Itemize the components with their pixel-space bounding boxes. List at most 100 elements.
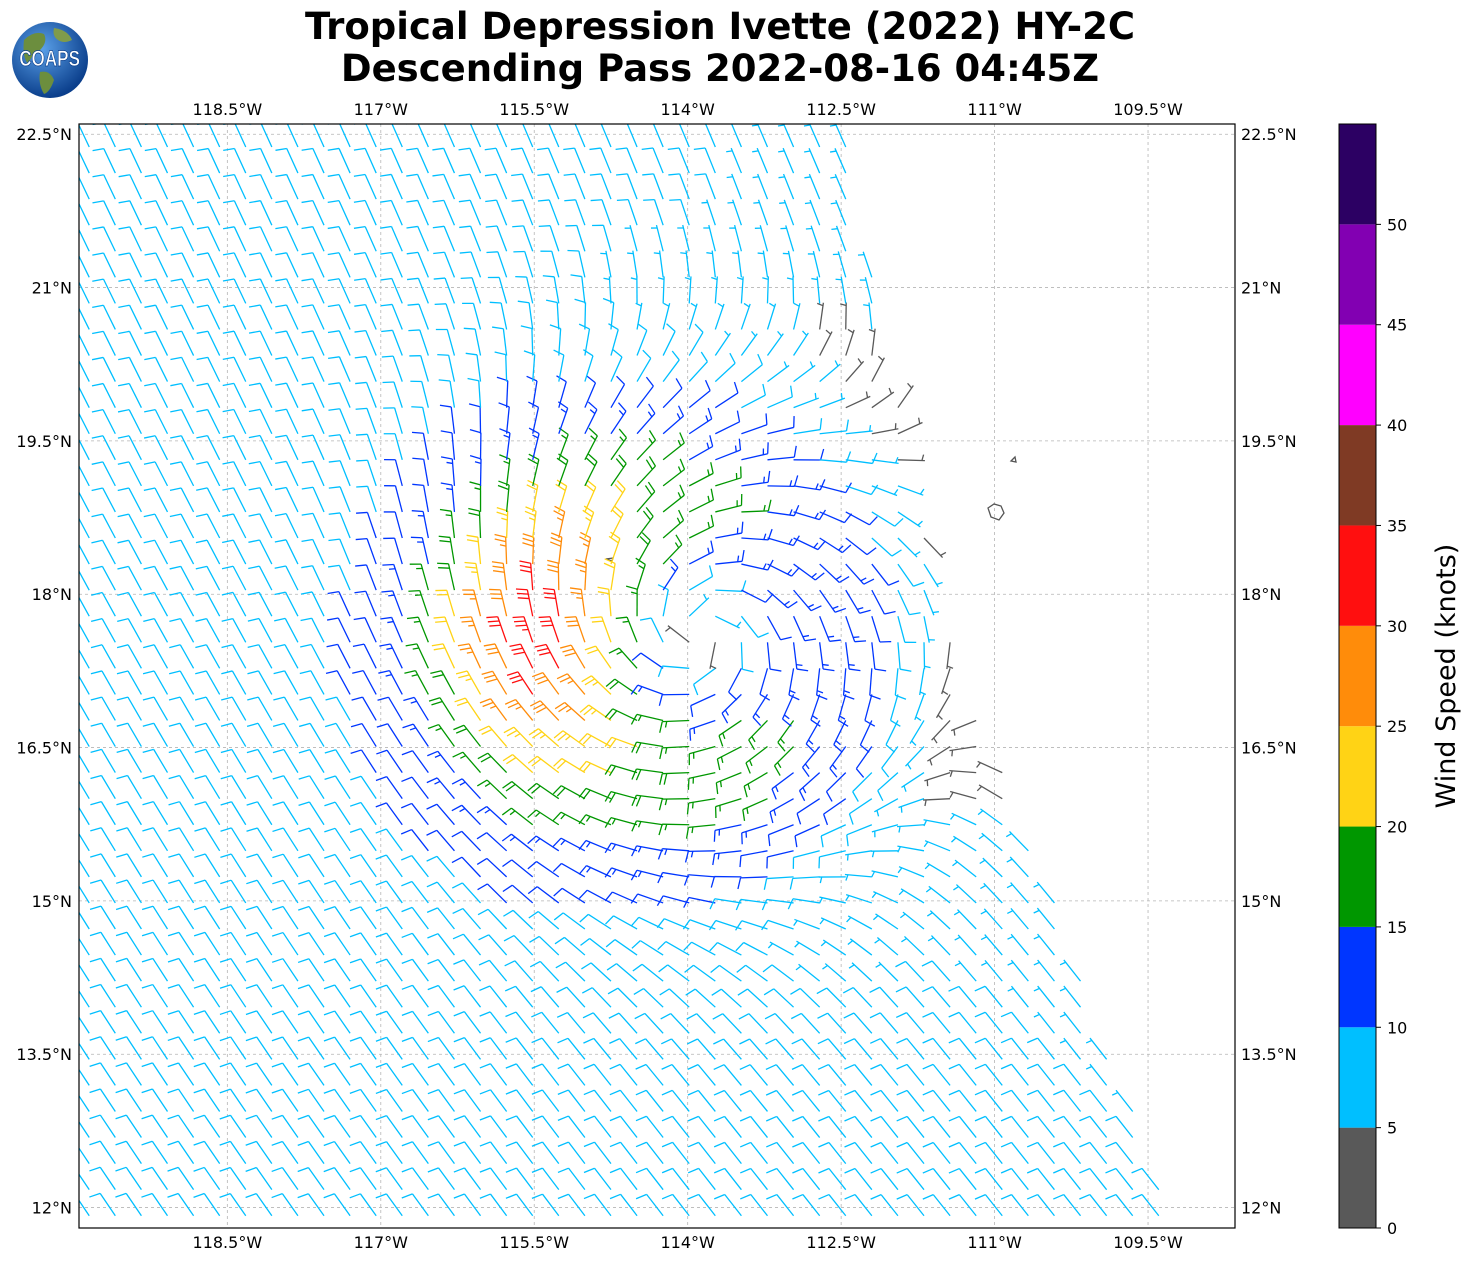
wind-barb [401, 1167, 429, 1191]
wind-barb [1131, 1193, 1160, 1217]
wind-barb [406, 173, 429, 200]
wind-barb [845, 328, 855, 356]
wind-barb [141, 931, 169, 956]
wind-barb [453, 1115, 482, 1138]
wind-barb [715, 466, 742, 487]
wind-barb [793, 589, 822, 612]
wind-barb [616, 173, 638, 200]
wind-barb [793, 330, 809, 356]
wind-barb [615, 616, 638, 643]
wind-barb [662, 432, 685, 461]
wind-barb [766, 302, 777, 330]
lon-tick-label-bottom: 117°W [354, 1233, 409, 1252]
wind-barb [1007, 959, 1029, 982]
wind-barb [79, 1094, 90, 1112]
wind-barb [1131, 1167, 1160, 1191]
wind-barb [245, 1010, 273, 1034]
wind-barb [896, 1089, 925, 1112]
wind-barb [923, 589, 939, 616]
wind-barb [857, 251, 873, 278]
wind-barb [434, 303, 456, 330]
wind-barb [636, 323, 648, 356]
wind-barb [115, 957, 142, 982]
wind-barb [767, 445, 797, 461]
wind-barb [220, 905, 247, 930]
wind-barb [845, 563, 875, 585]
wind-barb [79, 569, 90, 591]
wind-barb [688, 462, 714, 487]
wind-barb [589, 173, 612, 200]
wind-barb [578, 814, 612, 826]
wind-barb [427, 984, 455, 1008]
wind-barb [1079, 1167, 1108, 1191]
wind-barb [455, 670, 482, 695]
wind-barb [741, 383, 766, 409]
wind-barb [658, 964, 690, 982]
wind-barb [816, 302, 825, 330]
wind-barb [90, 722, 116, 747]
wind-barb [1026, 1193, 1055, 1217]
wind-barb [925, 885, 951, 904]
wind-barb [427, 1036, 455, 1060]
wind-barb [688, 407, 713, 435]
wind-barb [91, 487, 116, 513]
wind-barb [143, 513, 169, 539]
wind-barb [272, 722, 299, 747]
wind-barb [819, 563, 850, 584]
wind-barb [142, 748, 169, 773]
wind-barb [383, 537, 403, 565]
wind-barb [683, 874, 716, 886]
wind-barb [735, 898, 768, 911]
wind-barb [350, 722, 377, 747]
wind-barb [468, 403, 482, 434]
wind-barb [143, 644, 169, 669]
wind-barb [375, 1193, 403, 1217]
wind-barb [222, 461, 247, 487]
wind-barb [248, 487, 273, 513]
wind-barb [680, 250, 690, 278]
wind-barb [169, 461, 195, 487]
wind-barb [950, 719, 977, 736]
wind-barb [792, 302, 801, 330]
colorbar-tick-label: 5 [1387, 1119, 1397, 1138]
wind-barb [401, 1193, 429, 1217]
wind-barb [170, 408, 195, 435]
wind-barb [404, 670, 429, 695]
wind-barb [401, 880, 429, 904]
wind-barb [439, 508, 456, 539]
wind-barb [766, 1167, 795, 1191]
wind-barb [951, 835, 977, 852]
wind-barb [452, 933, 482, 956]
wind-barb [454, 697, 482, 721]
wind-barb [829, 148, 847, 174]
wind-barb [581, 675, 612, 695]
wind-barb [517, 300, 534, 330]
wind-barb [403, 696, 429, 721]
wind-barb [556, 1011, 586, 1034]
wind-barb [353, 147, 377, 174]
wind-barb [688, 488, 715, 513]
wind-barb [662, 405, 685, 435]
wind-barb [732, 250, 743, 278]
wind-barb [168, 670, 195, 695]
wind-barb [831, 225, 847, 252]
wind-barb [384, 485, 403, 513]
wind-barb [433, 277, 456, 304]
wind-barb [769, 798, 794, 824]
wind-barb [897, 382, 914, 409]
wind-barb [740, 1193, 768, 1217]
wind-barb [492, 326, 508, 356]
wind-barb [141, 1166, 169, 1191]
wind-barb [578, 889, 612, 904]
wind-barb [222, 330, 247, 356]
wind-barb [659, 988, 690, 1008]
wind-barb [953, 909, 977, 930]
wind-barb [168, 801, 195, 826]
wind-barb [91, 591, 116, 617]
wind-barb [630, 893, 664, 904]
wind-barb [712, 1013, 742, 1034]
wind-barb [537, 147, 560, 174]
wind-barb [563, 173, 586, 200]
wind-barb [590, 199, 612, 226]
wind-barb [556, 375, 567, 408]
